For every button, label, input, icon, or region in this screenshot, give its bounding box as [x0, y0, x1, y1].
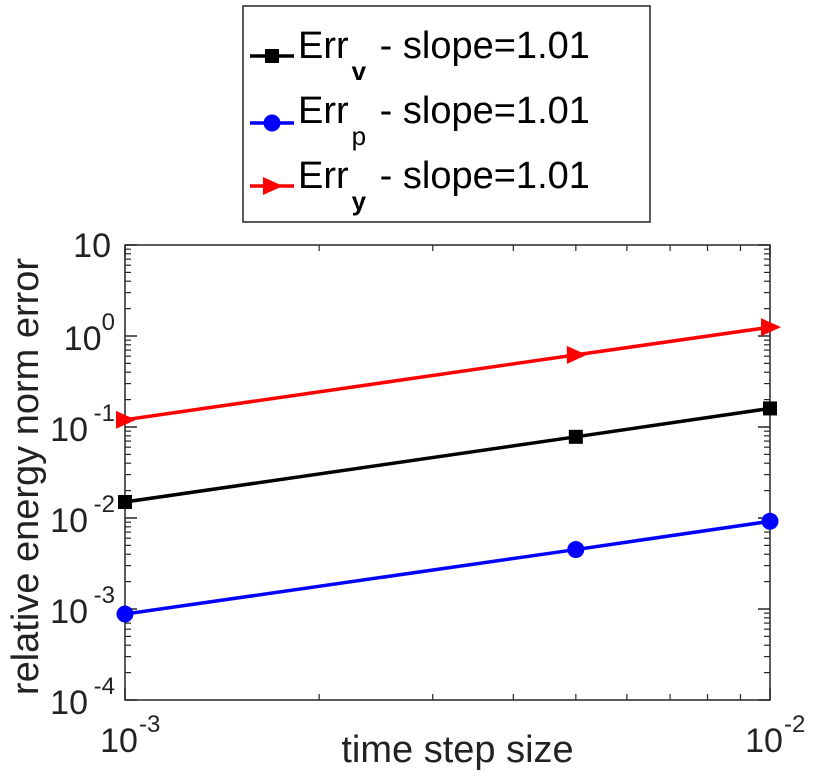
y-tick-exp: -4 — [94, 673, 115, 700]
legend-marker — [265, 49, 279, 63]
y-tick-exp: 0 — [102, 309, 115, 336]
y-tick-label: -210 — [50, 491, 115, 540]
y-tick-base: 10 — [50, 411, 88, 449]
data-point — [568, 429, 583, 444]
y-tick-base: 10 — [50, 684, 88, 722]
legend-entry-v: Errv - slope=1.01 — [250, 25, 590, 86]
legend-entry-y: Erry - slope=1.01 — [250, 155, 590, 216]
data-point — [567, 541, 585, 559]
data-point — [763, 401, 777, 416]
y-tick-base: 10 — [73, 227, 111, 265]
series-line — [124, 519, 771, 616]
y-tick-exp: -2 — [94, 491, 115, 518]
legend-marker — [263, 177, 283, 195]
x-tick-base: 10 — [100, 722, 138, 760]
legend-box — [242, 5, 651, 223]
y-tick-label: -310 — [50, 582, 115, 631]
series-p — [116, 512, 779, 623]
data-point — [116, 410, 136, 429]
data-point — [116, 605, 134, 623]
y-tick-label: 010 — [64, 309, 115, 358]
legend-entry-p: Errp - slope=1.01 — [250, 90, 590, 151]
y-tick-base: 10 — [50, 593, 88, 631]
legend-marker — [263, 114, 281, 132]
legend-label: Erry - slope=1.01 — [298, 155, 590, 216]
data-point — [761, 318, 781, 337]
y-tick-exp: -1 — [94, 400, 115, 427]
series-v — [118, 401, 777, 509]
series-line — [124, 325, 771, 422]
y-tick-base: 10 — [50, 502, 88, 540]
series-line — [124, 406, 771, 504]
x-tick-base: 10 — [745, 722, 783, 760]
x-tick-label: 10 -3 — [100, 711, 160, 760]
y-axis-label: relative energy norm error — [5, 258, 47, 696]
data-point — [566, 345, 587, 364]
y-tick-label: -110 — [50, 400, 115, 449]
legend-label: Errp - slope=1.01 — [298, 90, 590, 151]
series-y — [116, 318, 781, 429]
x-tick-label: 10 -2 — [745, 711, 805, 760]
plot-frame — [124, 244, 771, 701]
x-axis-label: time step size — [341, 729, 573, 771]
legend-label: Errv - slope=1.01 — [298, 25, 590, 86]
x-tick-exp: -2 — [784, 711, 805, 738]
x-tick-exp: -3 — [139, 711, 160, 738]
data-point — [118, 494, 132, 509]
y-tick-label: -410 — [50, 673, 115, 722]
y-tick-base: 10 — [64, 320, 102, 358]
y-tick-label: 10 — [73, 227, 111, 265]
y-tick-exp: -3 — [94, 582, 115, 609]
data-point — [761, 512, 779, 530]
